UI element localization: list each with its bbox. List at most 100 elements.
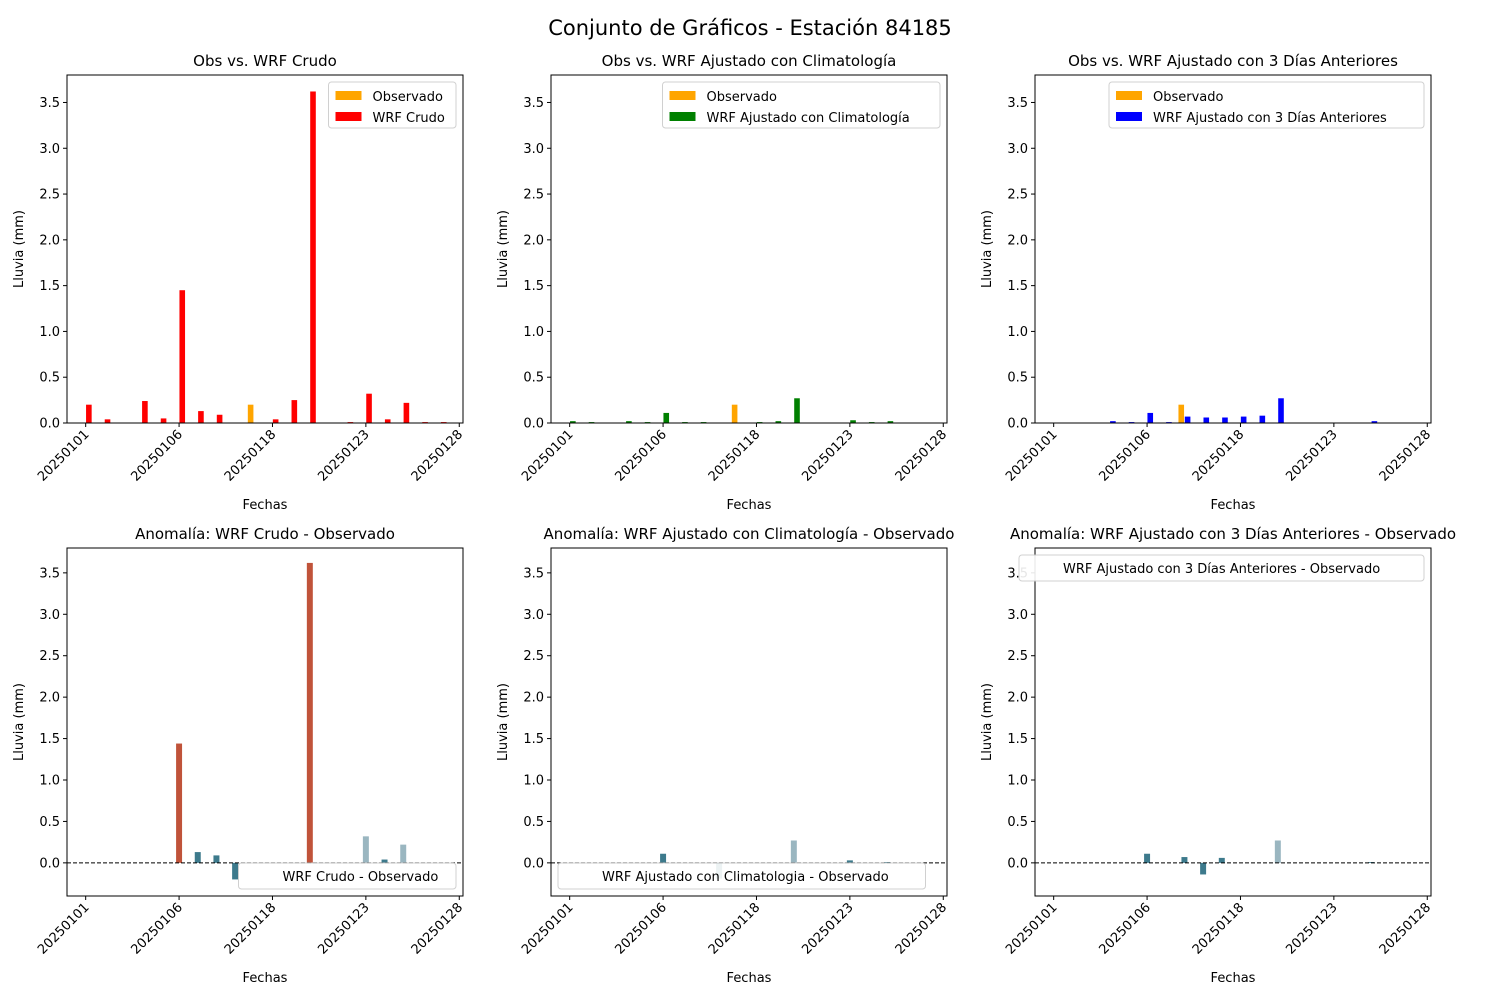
x-tick-label: 20250106 [613, 427, 670, 484]
y-tick-label: 3.5 [39, 566, 60, 581]
y-tick-label: 3.0 [39, 142, 60, 157]
y-tick-label: 1.0 [523, 325, 544, 340]
bar [1240, 416, 1247, 423]
chart-panel-2: Obs vs. WRF Ajustado con Climatología 0.0… [496, 52, 950, 513]
bar [198, 411, 204, 423]
y-tick-label: 2.0 [39, 233, 60, 248]
bar [247, 404, 254, 423]
bar [272, 419, 279, 423]
legend-label: Observado [373, 90, 444, 105]
bar [213, 855, 220, 863]
legend-swatch [335, 112, 362, 121]
legend-swatch [1116, 112, 1142, 121]
x-tick-label: 20250128 [409, 427, 466, 484]
x-axis-label: Fechas [1211, 971, 1256, 986]
bar [660, 853, 667, 863]
y-tick-label: 1.5 [1007, 732, 1028, 747]
y-tick-label: 2.5 [1007, 649, 1028, 664]
x-tick-label: 20250118 [706, 900, 763, 957]
y-tick-label: 2.0 [1007, 233, 1028, 248]
x-tick-label: 20250101 [1003, 900, 1060, 957]
y-axis-label: Lluvia (mm) [12, 210, 27, 288]
x-tick-label: 20250101 [519, 900, 576, 957]
bar [104, 419, 111, 423]
x-tick-label: 20250118 [222, 900, 279, 957]
bar [850, 420, 856, 423]
legend-box [238, 862, 457, 890]
legend-label: WRF Ajustado con 3 Días Anteriores [1153, 111, 1387, 126]
bar [366, 393, 372, 423]
y-tick-label: 0.5 [39, 371, 60, 386]
plot-frame [1034, 74, 1432, 424]
bar [310, 91, 316, 424]
bar [1147, 412, 1154, 423]
y-tick-label: 3.0 [39, 608, 60, 623]
y-axis-label: Lluvia (mm) [496, 210, 511, 288]
legend-swatch [335, 91, 362, 100]
y-tick-label: 1.0 [523, 774, 544, 789]
x-axis-label: Fechas [727, 498, 772, 513]
y-tick-label: 3.0 [1007, 142, 1028, 157]
chart-title: Anomalía: WRF Ajustado con 3 Días Anteri… [1010, 525, 1456, 543]
bar [846, 860, 853, 863]
x-tick-label: 20250128 [1377, 900, 1434, 957]
y-tick-label: 2.0 [523, 691, 544, 706]
x-axis-label: Fechas [1211, 498, 1256, 513]
chart-panel-4: Anomalía: WRF Crudo - Observado 0.0 0.5 1.0… [12, 525, 466, 986]
chart-title: Obs vs. WRF Crudo [193, 52, 337, 70]
x-tick-label: 20250106 [1097, 900, 1154, 957]
y-tick-label: 0.5 [523, 815, 544, 830]
x-axis-label: Fechas [727, 971, 772, 986]
y-tick-label: 0.0 [523, 856, 544, 871]
plot-frame [66, 74, 464, 424]
bar [362, 836, 369, 863]
bar [142, 401, 148, 423]
plot-frame [1034, 547, 1432, 897]
y-tick-label: 0.5 [523, 371, 544, 386]
bar [1222, 417, 1228, 423]
x-tick-label: 20250128 [409, 900, 466, 957]
y-tick-label: 2.0 [39, 691, 60, 706]
bar [160, 418, 167, 423]
x-tick-label: 20250123 [315, 900, 372, 957]
bar [1278, 398, 1284, 423]
y-axis-label: Lluvia (mm) [980, 210, 995, 288]
y-tick-label: 1.5 [39, 279, 60, 294]
x-tick-label: 20250128 [893, 900, 950, 957]
chart-title: Obs vs. WRF Ajustado con Climatología [602, 52, 897, 70]
bar [179, 290, 186, 423]
bar [384, 419, 391, 423]
legend-swatch [1116, 91, 1142, 100]
y-tick-label: 0.0 [1007, 856, 1028, 871]
bar [1259, 415, 1266, 423]
x-tick-label: 20250118 [222, 427, 279, 484]
y-tick-label: 3.0 [523, 608, 544, 623]
x-tick-label: 20250118 [1190, 900, 1247, 957]
x-tick-label: 20250128 [893, 427, 950, 484]
y-tick-label: 1.0 [39, 325, 60, 340]
legend-box [662, 81, 941, 129]
chart-panel-5: Anomalía: WRF Ajustado con Climatología … [496, 525, 954, 986]
x-tick-label: 20250123 [1283, 427, 1340, 484]
x-tick-label: 20250128 [1377, 427, 1434, 484]
legend-box [557, 862, 926, 890]
y-tick-label: 2.5 [1007, 188, 1028, 203]
x-tick-label: 20250118 [1190, 427, 1247, 484]
x-axis-label: Fechas [243, 971, 288, 986]
chart-title: Obs vs. WRF Ajustado con 3 Días Anterior… [1068, 52, 1398, 70]
bar [306, 562, 313, 863]
bar [790, 840, 797, 863]
legend-label: WRF Ajustado con 3 Días Anteriores - Obs… [1063, 562, 1380, 577]
x-tick-label: 20250118 [706, 427, 763, 484]
bar [1144, 853, 1151, 863]
legend-swatch [669, 91, 696, 100]
y-tick-label: 3.5 [1007, 96, 1028, 111]
bar [1178, 404, 1185, 423]
y-tick-label: 1.0 [1007, 774, 1028, 789]
bar [887, 421, 894, 423]
bar [176, 743, 183, 863]
bar [1274, 840, 1281, 863]
y-tick-label: 3.0 [1007, 608, 1028, 623]
y-tick-label: 0.0 [39, 417, 60, 432]
legend-box [1018, 554, 1425, 582]
